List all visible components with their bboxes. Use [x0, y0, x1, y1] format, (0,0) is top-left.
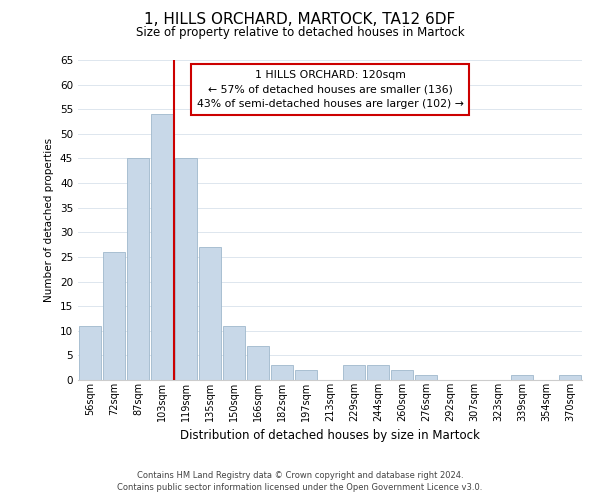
Bar	[199, 247, 221, 380]
Bar	[343, 365, 365, 380]
Bar	[367, 365, 389, 380]
Bar	[103, 252, 125, 380]
Y-axis label: Number of detached properties: Number of detached properties	[44, 138, 55, 302]
Bar	[559, 375, 581, 380]
Bar	[223, 326, 245, 380]
Text: Contains HM Land Registry data © Crown copyright and database right 2024.
Contai: Contains HM Land Registry data © Crown c…	[118, 471, 482, 492]
Bar	[151, 114, 173, 380]
X-axis label: Distribution of detached houses by size in Martock: Distribution of detached houses by size …	[180, 429, 480, 442]
Bar	[247, 346, 269, 380]
Text: 1 HILLS ORCHARD: 120sqm
← 57% of detached houses are smaller (136)
43% of semi-d: 1 HILLS ORCHARD: 120sqm ← 57% of detache…	[197, 70, 463, 109]
Text: Size of property relative to detached houses in Martock: Size of property relative to detached ho…	[136, 26, 464, 39]
Bar	[391, 370, 413, 380]
Bar	[127, 158, 149, 380]
Bar	[175, 158, 197, 380]
Bar	[415, 375, 437, 380]
Bar	[511, 375, 533, 380]
Bar	[271, 365, 293, 380]
Bar	[79, 326, 101, 380]
Bar	[295, 370, 317, 380]
Text: 1, HILLS ORCHARD, MARTOCK, TA12 6DF: 1, HILLS ORCHARD, MARTOCK, TA12 6DF	[145, 12, 455, 28]
